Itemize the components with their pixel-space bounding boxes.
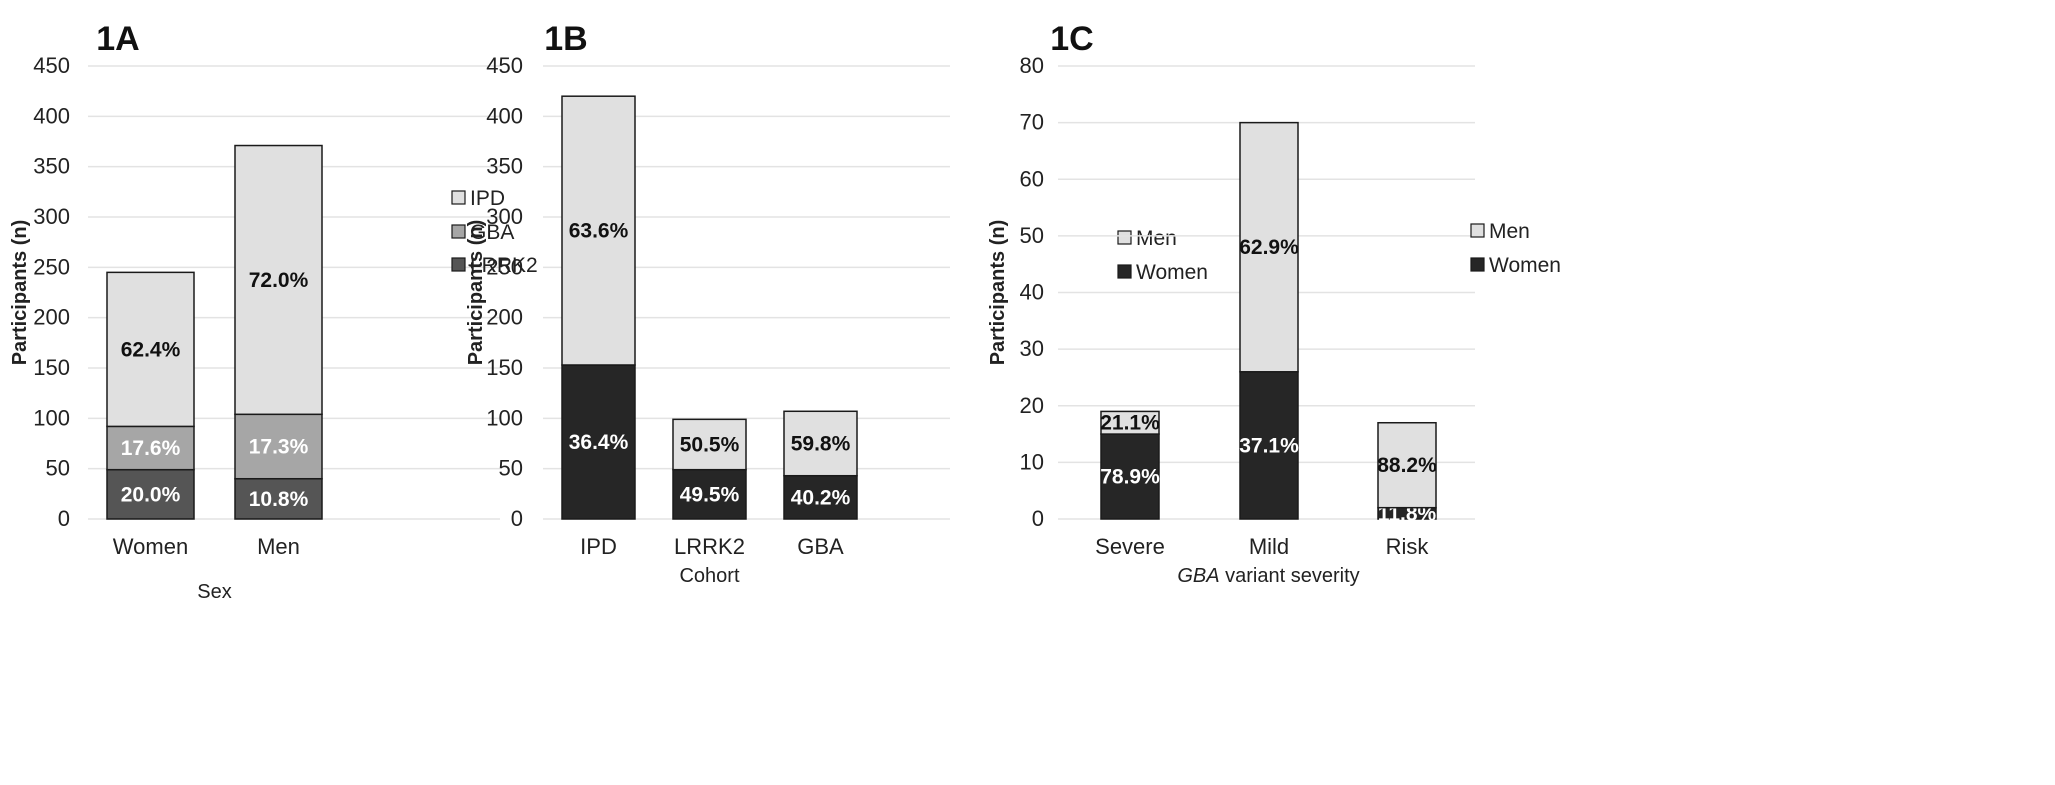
y-tick-label: 450 [486, 53, 523, 78]
bar-segment [783, 410, 858, 477]
y-axis-title: Participants (n) [465, 220, 487, 366]
bar-segment [783, 474, 858, 520]
y-tick-label: 300 [33, 204, 70, 229]
y-tick-label: 50 [499, 456, 523, 481]
legend-label: IPD [470, 187, 505, 210]
x-axis-title: Cohort [679, 565, 739, 587]
legend-label: Men [1136, 227, 1177, 250]
y-tick-label: 80 [1020, 53, 1044, 78]
bar-segment [1377, 421, 1437, 509]
x-tick-label: Risk [1386, 534, 1430, 559]
y-tick-label: 70 [1020, 110, 1044, 135]
x-tick-label: Women [113, 534, 188, 559]
panel-label: 1A [96, 20, 139, 58]
data-label: 49.5% [680, 483, 740, 506]
y-tick-label: 10 [1020, 449, 1044, 474]
chart-panel-1c: 1C 0 10 20 30 40 50 60 70 80 Participants (n) 78.9%… [987, 20, 1561, 587]
data-label: 78.9% [1100, 466, 1160, 489]
legend-swatch [1470, 257, 1485, 272]
y-tick-label: 450 [33, 53, 70, 78]
y-tick-label: 400 [486, 103, 523, 128]
chart-panel-1a: 1A 0 50 100 150 200 250 300 350 400 450 Participant… [9, 20, 538, 603]
data-label: 21.1% [1100, 412, 1160, 435]
bar-segment [1239, 371, 1299, 520]
bar-segment [234, 144, 323, 416]
bar-segment [234, 477, 323, 520]
legend-swatch [1470, 223, 1485, 238]
panel-label: 1B [544, 20, 587, 58]
data-label: 88.2% [1377, 454, 1437, 477]
x-tick-label: LRRK2 [674, 534, 745, 559]
legend-swatch [1117, 264, 1132, 279]
x-tick-label: GBA [797, 534, 844, 559]
y-tick-label: 100 [486, 405, 523, 430]
y-tick-label: 50 [1020, 223, 1044, 248]
y-tick-label: 20 [1020, 393, 1044, 418]
bar-segment [672, 418, 747, 471]
y-tick-label: 50 [46, 456, 70, 481]
y-tick-label: 300 [486, 204, 523, 229]
data-label: 59.8% [791, 433, 851, 456]
x-tick-label: Men [257, 534, 300, 559]
panel-label: 1C [1050, 20, 1093, 58]
y-tick-label: 150 [33, 355, 70, 380]
data-label: 37.1% [1239, 434, 1299, 457]
legend-swatch [451, 190, 466, 205]
bar-segment [561, 364, 636, 520]
data-label: 40.2% [791, 486, 851, 509]
y-tick-label: 0 [58, 506, 70, 531]
y-tick-label: 100 [33, 405, 70, 430]
y-tick-label: 400 [33, 103, 70, 128]
x-tick-label: Severe [1095, 534, 1165, 559]
y-axis-title: Participants (n) [987, 220, 1009, 366]
y-tick-label: 60 [1020, 166, 1044, 191]
bar-segment [106, 271, 195, 428]
data-label: 17.3% [249, 436, 309, 459]
y-axis-title: Participants (n) [9, 220, 31, 366]
legend-label: Women [1489, 254, 1561, 277]
y-tick-label: 200 [486, 305, 523, 330]
data-label: 20.0% [121, 483, 181, 506]
bar-segment [561, 95, 636, 366]
data-label: 62.9% [1239, 236, 1299, 259]
x-axis-title: GBA variant severity [1177, 565, 1359, 587]
bar-segment [1100, 410, 1160, 435]
bar-segment [672, 468, 747, 520]
y-tick-label: 350 [33, 154, 70, 179]
y-tick-label: 250 [486, 254, 523, 279]
data-label: 10.8% [249, 488, 309, 511]
data-label: 50.5% [680, 434, 740, 457]
y-tick-label: 350 [486, 154, 523, 179]
bar-segment [234, 413, 323, 480]
legend-label: GBA [470, 221, 514, 244]
data-label: 36.4% [569, 431, 629, 454]
y-tick-label: 200 [33, 305, 70, 330]
chart-panel-1b: 1B050100150200250300350400450Participant… [465, 20, 1208, 587]
y-tick-label: 250 [33, 254, 70, 279]
data-label: 72.0% [249, 269, 309, 292]
x-tick-label: Mild [1249, 534, 1289, 559]
y-tick-label: 40 [1020, 280, 1044, 305]
bar-segment [1100, 433, 1160, 520]
legend-swatch [451, 257, 466, 272]
data-label: 63.6% [569, 220, 629, 243]
x-axis-title: Sex [197, 581, 231, 603]
legend-label: Men [1489, 220, 1530, 243]
y-tick-label: 0 [511, 506, 523, 531]
y-tick-label: 0 [1032, 506, 1044, 531]
x-tick-label: IPD [580, 534, 617, 559]
bar-segment [1239, 121, 1299, 373]
y-tick-label: 30 [1020, 336, 1044, 361]
data-label: 62.4% [121, 338, 181, 361]
y-tick-label: 150 [486, 355, 523, 380]
legend-swatch [451, 224, 466, 239]
data-label: 17.6% [121, 437, 181, 460]
legend-swatch [1117, 230, 1132, 245]
legend-label: LRRK2 [470, 254, 538, 277]
legend-label: Women [1136, 261, 1208, 284]
